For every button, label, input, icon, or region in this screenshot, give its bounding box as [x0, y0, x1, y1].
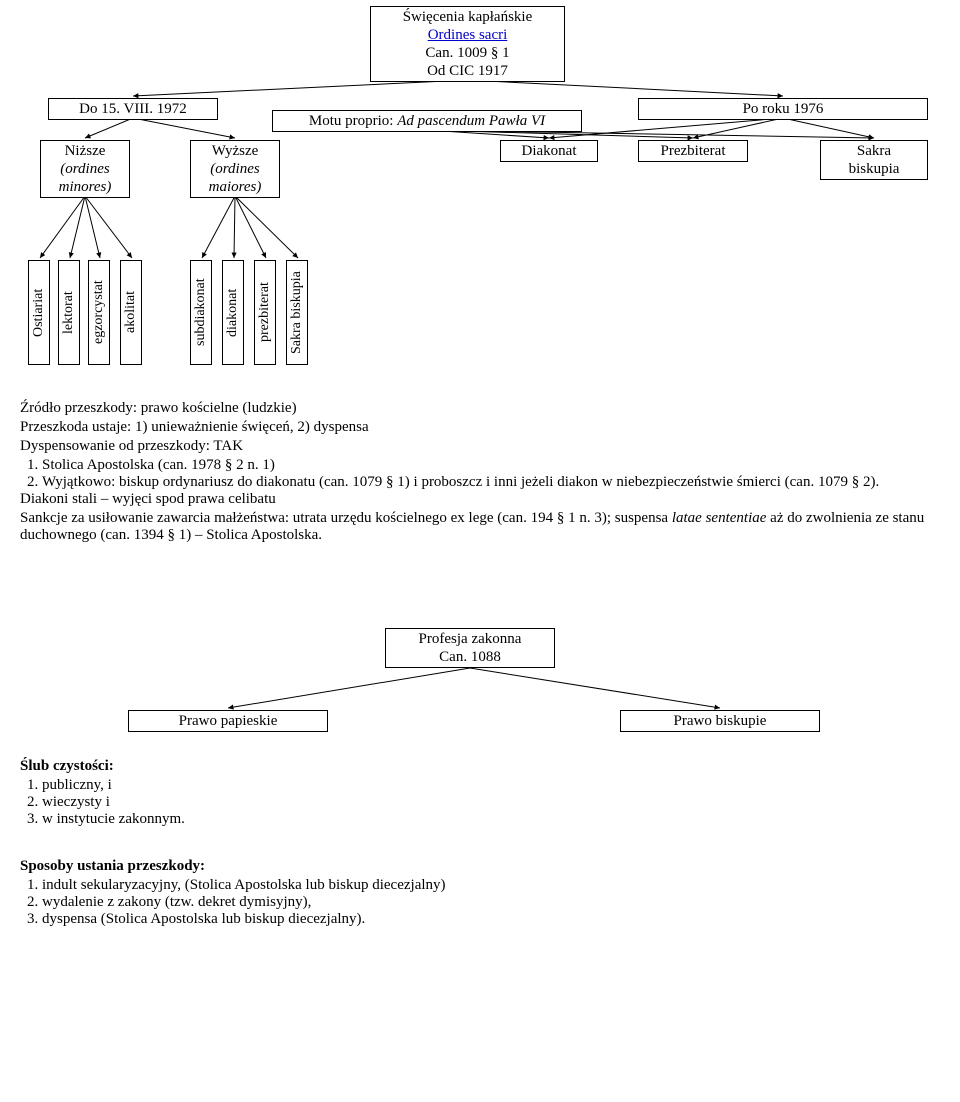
vert-sakra-biskupia: Sakra biskupia [286, 260, 308, 365]
header-line4: Od CIC 1917 [377, 62, 558, 80]
b3-li3: dyspensa (Stolica Apostolska lub biskup … [42, 911, 940, 928]
b1-list: Stolica Apostolska (can. 1978 § 2 n. 1) … [20, 457, 940, 491]
vert-subdiakonat: subdiakonat [190, 260, 212, 365]
r3c2-l1: Wyższe [197, 142, 273, 160]
mid-t2: Can. 1088 [392, 648, 548, 666]
vert-akolitat: akolitat [120, 260, 142, 365]
row2-left-box: Do 15. VIII. 1972 [48, 98, 218, 120]
b3-li1: indult sekularyzacyjny, (Stolica Apostol… [42, 877, 940, 894]
b1-l3: Dyspensowanie od przeszkody: TAK [20, 438, 940, 455]
prawo-right-box: Prawo biskupie [620, 710, 820, 732]
b1-l5a: Sankcje za usiłowanie zawarcia małżeństw… [20, 510, 672, 526]
row3-col1-box: Niższe (ordines minores) [40, 140, 130, 198]
vert-egzorcystat: egzorcystat [88, 260, 110, 365]
row2-left-text: Do 15. VIII. 1972 [79, 101, 187, 117]
b2-li3: w instytucie zakonnym. [42, 811, 940, 828]
row2-mid-box: Motu proprio: Ad pascendum Pawła VI [272, 110, 582, 132]
row2-right-text: Po roku 1976 [743, 101, 824, 117]
r3c5-l1: Sakra [827, 142, 921, 160]
vert-diakonat: diakonat [222, 260, 244, 365]
b3-list: indult sekularyzacyjny, (Stolica Apostol… [20, 877, 940, 928]
mid-t1: Profesja zakonna [392, 630, 548, 648]
b3-h: Sposoby ustania przeszkody: [20, 858, 205, 874]
body-text-3: Sposoby ustania przeszkody: indult sekul… [20, 858, 940, 928]
row2-mid-ital: Ad pascendum Pawła VI [397, 113, 545, 129]
b1-li2: Wyjątkowo: biskup ordynariusz do diakona… [42, 474, 940, 491]
vert-prezbiterat: prezbiterat [254, 260, 276, 365]
b2-li1: publiczny, i [42, 777, 940, 794]
b2-list: publiczny, i wieczysty i w instytucie za… [20, 777, 940, 828]
r3c4-text: Prezbiterat [661, 143, 726, 159]
b1-l5b: latae sententiae [672, 510, 767, 526]
mid-box: Profesja zakonna Can. 1088 [385, 628, 555, 668]
body-text-2: Ślub czystości: publiczny, i wieczysty i… [20, 758, 940, 828]
prawo-left-box: Prawo papieskie [128, 710, 328, 732]
b3-li2: wydalenie z zakony (tzw. dekret dymisyjn… [42, 894, 940, 911]
header-line3: Can. 1009 § 1 [377, 44, 558, 62]
r3c1-l3: minores) [47, 178, 123, 196]
r3c3-text: Diakonat [522, 143, 577, 159]
row3-col5-box: Sakra biskupia [820, 140, 928, 180]
b2-li2: wieczysty i [42, 794, 940, 811]
r3c1-l1: Niższe [47, 142, 123, 160]
body-text-1: Źródło przeszkody: prawo kościelne (ludz… [20, 400, 940, 546]
row3-col3-box: Diakonat [500, 140, 598, 162]
connector-svg [0, 0, 960, 1102]
r3c5-l2: biskupia [827, 160, 921, 178]
r3c2-l2: (ordines [197, 160, 273, 178]
b1-l4: Diakoni stali – wyjęci spod prawa celiba… [20, 491, 940, 508]
pbl-text: Prawo papieskie [179, 713, 278, 729]
vert-lektorat: lektorat [58, 260, 80, 365]
header-line2: Ordines sacri [377, 26, 558, 44]
header-box: Święcenia kapłańskie Ordines sacri Can. … [370, 6, 565, 82]
b1-l1: Źródło przeszkody: prawo kościelne (ludz… [20, 400, 940, 417]
row2-mid-plain: Motu proprio: [309, 113, 397, 129]
pbr-text: Prawo biskupie [674, 713, 767, 729]
row3-col4-box: Prezbiterat [638, 140, 748, 162]
b2-h: Ślub czystości: [20, 758, 114, 774]
r3c1-l2: (ordines [47, 160, 123, 178]
row2-right-box: Po roku 1976 [638, 98, 928, 120]
row3-col2-box: Wyższe (ordines maiores) [190, 140, 280, 198]
b1-li1: Stolica Apostolska (can. 1978 § 2 n. 1) [42, 457, 940, 474]
vert-ostiariat: Ostiariat [28, 260, 50, 365]
b1-l2: Przeszkoda ustaje: 1) unieważnienie świę… [20, 419, 940, 436]
b1-l5: Sankcje za usiłowanie zawarcia małżeństw… [20, 510, 940, 544]
r3c2-l3: maiores) [197, 178, 273, 196]
header-line1: Święcenia kapłańskie [377, 8, 558, 26]
